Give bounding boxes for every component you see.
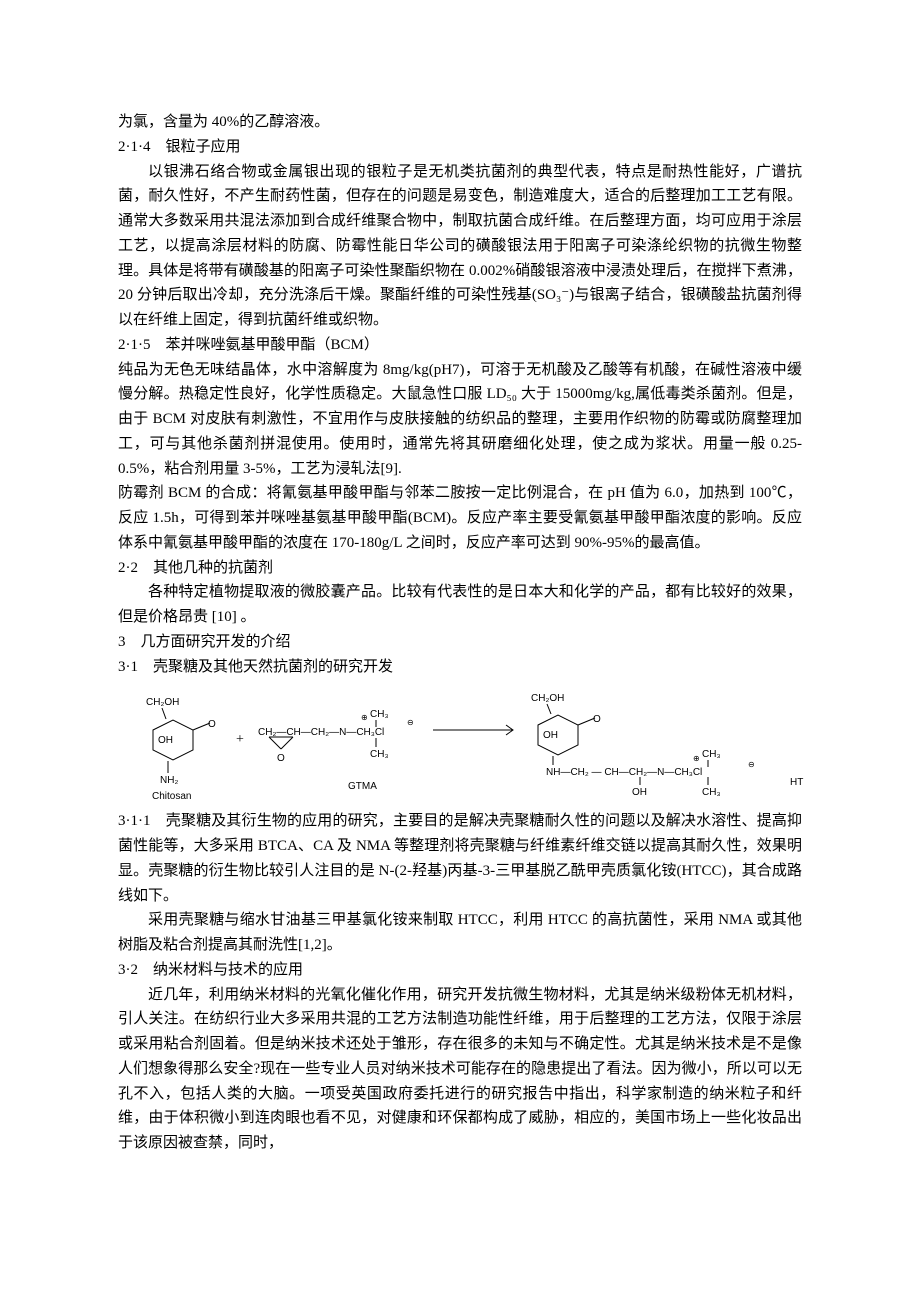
reaction-arrow [433, 725, 513, 735]
label-nh2: NH₂ [160, 775, 178, 786]
label-oh-b: OH [543, 730, 558, 741]
label-epoxy-chain: CH₂—CH—CH₂—N—CH₃Cl [258, 727, 384, 738]
heading-3-1: 3·1 壳聚糖及其他天然抗菌剂的研究开发 [118, 655, 802, 680]
heading-3: 3 几方面研究开发的介绍 [118, 630, 802, 655]
gtma-structure: CH₂—CH—CH₂—N—CH₃Cl CH₃ ⊕ ⊖ CH₃ O GTMA [258, 709, 414, 792]
heading-2-2: 2·2 其他几种的抗菌剂 [118, 556, 802, 581]
chemical-reaction-figure: CH₂OH OH O NH₂ Chitosan + CH₂—CH—CH₂—N—C… [118, 685, 802, 805]
label-chitosan: Chitosan [152, 791, 191, 802]
label-ominus2: ⊖ [748, 760, 755, 769]
paragraph-2-1-5-b: 防霉剂 BCM 的合成：将氰氨基甲酸甲酯与邻苯二胺按一定比例混合，在 pH 值为… [118, 481, 802, 555]
paragraph-3-1-1-b: 采用壳聚糖与缩水甘油基三甲基氯化铵来制取 HTCC，利用 HTCC 的高抗菌性，… [118, 908, 802, 958]
label-o-epoxy: O [277, 753, 285, 764]
label-ch3-d: CH₃ [702, 787, 721, 798]
label-ch3-a: CH₃ [370, 709, 389, 720]
plus-sign: + [236, 732, 244, 747]
heading-2-1-4: 2·1·4 银粒子应用 [118, 135, 802, 160]
page-root: 为氯，含量为 40%的乙醇溶液。 2·1·4 银粒子应用 以银沸石络合物或金属银… [0, 0, 920, 1302]
paragraph-2-1-5-a: 纯品为无色无味结晶体，水中溶解度为 8mg/kg(pH7)，可溶于无机酸及乙酸等… [118, 358, 802, 482]
label-gtma: GTMA [348, 781, 377, 792]
chitosan-labels: CH₂OH OH O NH₂ Chitosan [146, 697, 216, 802]
label-ch2oh-a: CH₂OH [146, 697, 179, 708]
heading-2-1-5: 2·1·5 苯并咪唑氨基甲酸甲酯（BCM） [118, 333, 802, 358]
label-ch3-c: CH₃ [702, 749, 721, 760]
label-nhch2-chain: NH—CH₂ — CH—CH₂—N—CH₃Cl [546, 767, 702, 778]
label-oh-a: OH [158, 735, 173, 746]
label-ht: HT [790, 777, 803, 788]
paragraph-3-2: 近几年，利用纳米材料的光氧化催化作用，研究开发抗微生物材料，尤其是纳米级粉体无机… [118, 983, 802, 1156]
label-oh-c: OH [632, 787, 647, 798]
label-ch3-b: CH₃ [370, 749, 389, 760]
label-o-b: O [593, 714, 601, 725]
heading-3-2: 3·2 纳米材料与技术的应用 [118, 958, 802, 983]
product-labels: CH₂OH OH O NH—CH₂ — CH—CH₂—N—CH₃Cl OH CH… [531, 693, 803, 798]
label-o-a: O [208, 719, 216, 730]
paragraph-2-1-4: 以银沸石络合物或金属银出现的银粒子是无机类抗菌剂的典型代表，特点是耐热性能好，广… [118, 160, 802, 333]
chemical-reaction-svg: CH₂OH OH O NH₂ Chitosan + CH₂—CH—CH₂—N—C… [118, 685, 808, 805]
label-ch2oh-b: CH₂OH [531, 693, 564, 704]
label-oplus2: ⊕ [693, 754, 700, 763]
paragraph-continuation: 为氯，含量为 40%的乙醇溶液。 [118, 110, 802, 135]
paragraph-3-1-1-a: 3·1·1 壳聚糖及其衍生物的应用的研究，主要目的是解决壳聚糖耐久性的问题以及解… [118, 809, 802, 908]
label-ominus: ⊖ [407, 718, 414, 727]
label-oplus: ⊕ [361, 713, 368, 722]
paragraph-2-2: 各种特定植物提取液的微胶囊产品。比较有代表性的是日本大和化学的产品，都有比较好的… [118, 580, 802, 630]
